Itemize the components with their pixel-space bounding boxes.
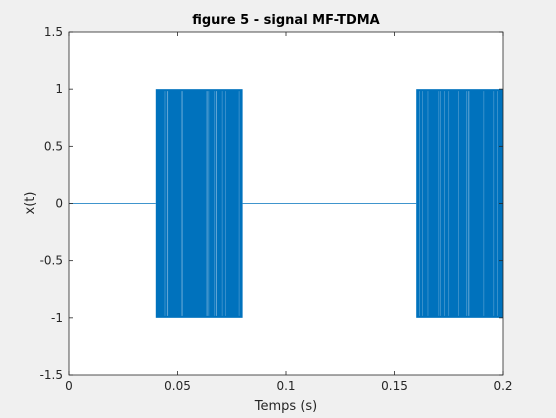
y-tick-label: 0.5	[44, 139, 63, 153]
x-tick-label: 0.1	[276, 379, 295, 393]
ticks-layer: 0 0.05 0.1 0.15 0.2 -1.5 -1 -0.5 0 0.5 1 1.5	[40, 25, 513, 393]
signal-burst	[416, 89, 503, 318]
y-tick-label: 1.5	[44, 25, 63, 39]
x-tick-label: 0.15	[381, 379, 408, 393]
y-tick-label: -0.5	[40, 254, 63, 268]
y-axis-label: x(t)	[23, 192, 38, 215]
data-layer	[69, 89, 503, 318]
signal-burst	[155, 89, 243, 318]
y-tick-label: 0	[55, 197, 63, 211]
x-tick-label: 0.05	[164, 379, 191, 393]
chart-title: figure 5 - signal MF-TDMA	[192, 13, 380, 28]
x-tick-label: 0	[65, 379, 73, 393]
y-tick-label: -1.5	[40, 368, 63, 382]
x-axis-label: Temps (s)	[254, 399, 317, 414]
x-tick-label: 0.2	[493, 379, 512, 393]
y-tick-label: -1	[51, 311, 63, 325]
y-tick-label: 1	[55, 82, 63, 96]
